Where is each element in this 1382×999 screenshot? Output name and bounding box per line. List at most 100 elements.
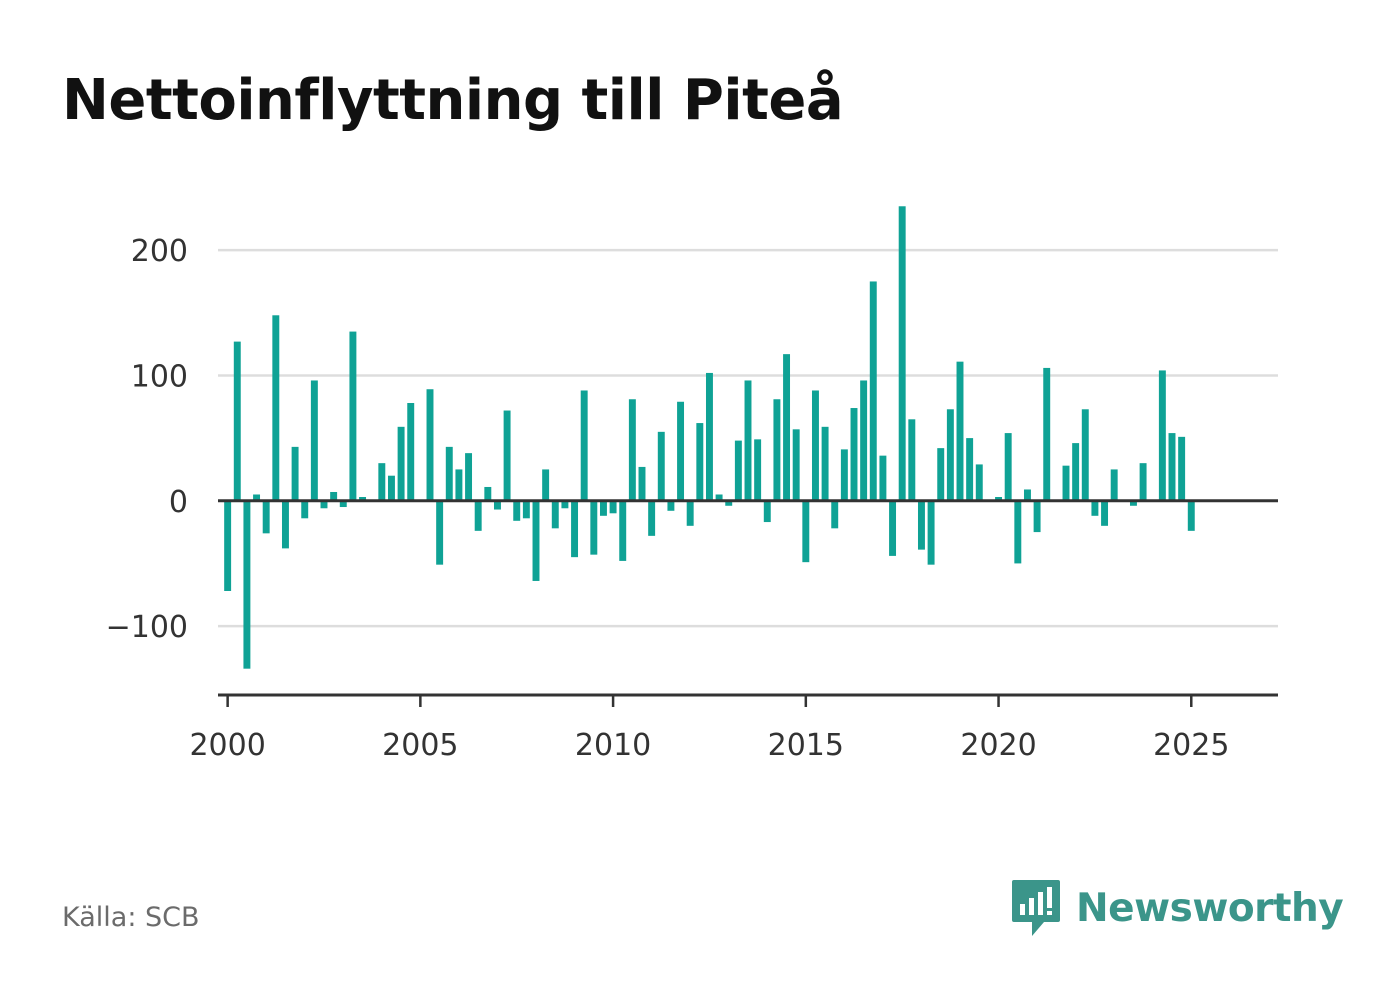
bar (387, 475, 395, 501)
bar (1004, 433, 1012, 501)
bar (1178, 436, 1186, 501)
bar (465, 453, 473, 501)
bar (474, 500, 482, 531)
chart-title: Nettoinflyttning till Piteå (62, 68, 844, 133)
bar (725, 500, 733, 506)
bar (744, 380, 752, 501)
bar (349, 331, 357, 501)
bar (522, 500, 530, 519)
bar (1129, 500, 1137, 506)
bar (484, 486, 492, 501)
gridlines (218, 248, 1278, 628)
y-tick-label: 200 (131, 234, 188, 269)
brand-name: Newsworthy (1076, 885, 1344, 931)
bar (503, 410, 511, 501)
bar (551, 500, 559, 529)
bar (609, 500, 617, 514)
x-tick-label: 2010 (575, 728, 651, 763)
bar (436, 500, 444, 565)
bar (397, 426, 405, 501)
bar (571, 500, 579, 558)
bar (696, 423, 704, 501)
bar (243, 500, 251, 669)
bar (542, 469, 550, 501)
bar (1072, 443, 1080, 501)
bar (619, 500, 627, 561)
bar (426, 389, 434, 501)
bar (272, 315, 280, 501)
newsworthy-logo-icon (1012, 880, 1060, 936)
bar (946, 409, 954, 501)
bar (1043, 367, 1051, 501)
x-tick-label: 2000 (189, 728, 265, 763)
bar (310, 380, 318, 501)
y-tick-label: 0 (169, 485, 188, 520)
bar (956, 361, 964, 501)
bar (869, 281, 877, 501)
bar (561, 500, 569, 509)
bar (908, 419, 916, 501)
bar (917, 500, 925, 550)
bar (975, 464, 983, 501)
bar (1081, 409, 1089, 501)
x-axis-ticks (226, 695, 1193, 707)
x-tick-label: 2005 (382, 728, 458, 763)
x-tick-label: 2025 (1153, 728, 1229, 763)
bar (648, 500, 656, 536)
bar (811, 390, 819, 501)
bar (792, 429, 800, 501)
x-tick-label: 2020 (960, 728, 1036, 763)
bar (677, 401, 685, 501)
bar (1014, 500, 1022, 564)
bar (783, 354, 791, 501)
bar (840, 449, 848, 501)
bar (1062, 465, 1070, 501)
bar (715, 494, 723, 501)
bar (233, 341, 241, 501)
bar (754, 439, 762, 501)
bar (378, 463, 386, 501)
bar (330, 491, 338, 501)
bar (1158, 370, 1166, 501)
bar (860, 380, 868, 501)
bar (513, 500, 521, 521)
bar (1091, 500, 1099, 516)
bar (898, 206, 906, 501)
bar (1187, 500, 1195, 531)
bar (580, 390, 588, 501)
bar (1139, 463, 1147, 501)
bar (590, 500, 598, 555)
bar (995, 497, 1003, 501)
bar (705, 372, 713, 501)
x-tick-label: 2015 (768, 728, 844, 763)
bar (763, 500, 771, 523)
bar (657, 431, 665, 501)
bar (734, 440, 742, 501)
bar (927, 500, 935, 565)
y-tick-label: −100 (106, 610, 188, 645)
bar (773, 399, 781, 501)
bar (889, 500, 897, 556)
brand-logo: Newsworthy (1010, 878, 1344, 938)
y-axis-labels: 200 100 0 −100 (106, 234, 188, 645)
bar (686, 500, 694, 526)
bar (1110, 469, 1118, 501)
bar (291, 446, 299, 501)
bars (224, 206, 1195, 669)
bar (966, 438, 974, 501)
bar (407, 403, 415, 501)
bar (879, 455, 887, 501)
x-axis-labels: 2000 2005 2010 2015 2020 2025 (189, 728, 1229, 763)
bar (802, 500, 810, 563)
bar (667, 500, 675, 511)
y-tick-label: 100 (131, 359, 188, 394)
bar (445, 446, 453, 501)
bar (1101, 500, 1109, 526)
bar (821, 426, 829, 501)
bar (628, 399, 636, 501)
bar (320, 500, 328, 509)
bar (1023, 489, 1031, 501)
bar (359, 497, 367, 501)
source-note: Källa: SCB (62, 902, 200, 933)
